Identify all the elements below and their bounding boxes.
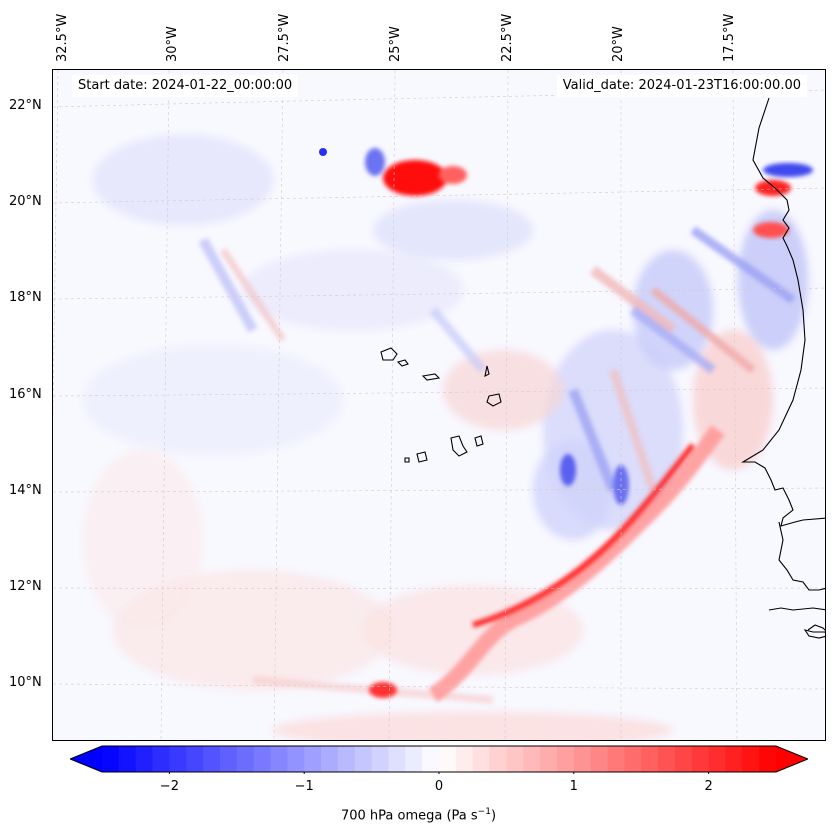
- lat-label-14n: 14°N: [9, 483, 42, 498]
- island-sao-nicolau: [421, 373, 441, 381]
- colorbar-cell: [759, 746, 777, 772]
- colorbar-cell: [573, 746, 592, 772]
- colorbar-cell: [253, 746, 272, 772]
- colorbar-cell: [691, 746, 710, 772]
- island-santiago: [450, 435, 468, 457]
- colorbar-cell: [439, 746, 457, 772]
- island-boa-vista: [486, 393, 502, 407]
- colorbar-cell: [708, 746, 727, 772]
- colorbar-cell: [506, 746, 524, 772]
- positive-band: [319, 148, 813, 702]
- colorbar-cell: [674, 746, 693, 772]
- island-maio: [474, 435, 484, 447]
- colorbar-label-suffix: ): [490, 808, 497, 824]
- colorbar-ticks: [168, 772, 710, 774]
- start-date-label: Start date: 2024-01-22_00:00:00: [72, 75, 299, 97]
- colorbar-cell: [203, 746, 221, 772]
- graticule: [53, 70, 825, 740]
- omega-map: [52, 69, 826, 741]
- colorbar-label: 700 hPa omega (Pa s−1): [0, 807, 837, 823]
- colorbar-extend-min: [70, 746, 102, 772]
- colorbar-extend-max: [776, 746, 808, 772]
- colorbar-cell: [354, 746, 373, 772]
- colorbar-cell: [658, 746, 676, 772]
- colorbar-cell: [219, 746, 238, 772]
- colorbar-cell: [169, 746, 187, 772]
- island-santo-antao: [380, 347, 398, 361]
- colorbar-cells: [70, 746, 808, 772]
- colorbar-cell: [337, 746, 356, 772]
- colorbar-cell: [236, 746, 255, 772]
- colorbar-cell: [455, 746, 474, 772]
- colorbar-cell: [624, 746, 642, 772]
- colorbar-cell: [304, 746, 322, 772]
- island-sal: [484, 365, 490, 377]
- lon-label-17.5w: 17.5°W: [722, 13, 737, 62]
- field-streaks: [198, 226, 796, 704]
- lon-label-20w: 20°W: [611, 26, 626, 62]
- lat-label-22n: 22°N: [9, 98, 42, 113]
- colorbar-cell: [321, 746, 339, 772]
- colorbar: [70, 745, 808, 774]
- coastline: [380, 97, 825, 639]
- colorbar-tick-label: 1: [569, 779, 578, 794]
- colorbar-cell: [118, 746, 137, 772]
- colorbar-cell: [186, 746, 204, 772]
- colorbar-tick-label: −2: [159, 779, 179, 794]
- lon-label-27.5w: 27.5°W: [277, 13, 292, 62]
- island-sao-vicente: [396, 359, 409, 367]
- island-brava: [404, 457, 410, 463]
- colorbar-cell: [472, 746, 491, 772]
- lat-label-12n: 12°N: [9, 579, 42, 594]
- colorbar-tick-label: 0: [434, 779, 444, 794]
- colorbar-cell: [388, 746, 406, 772]
- colorbar-label-superscript: −1: [477, 807, 491, 817]
- lon-label-22.5w: 22.5°W: [500, 13, 515, 62]
- colorbar-cell: [556, 746, 575, 772]
- colorbar-cell: [540, 746, 558, 772]
- colorbar-cell: [742, 746, 760, 772]
- colorbar-cell: [371, 746, 390, 772]
- lon-label-25w: 25°W: [388, 26, 403, 62]
- colorbar-tick-label: −1: [294, 779, 314, 794]
- lat-label-16n: 16°N: [9, 387, 42, 402]
- colorbar-cell: [287, 746, 305, 772]
- valid-date-label: Valid_date: 2024-01-23T16:00:00.00: [556, 75, 807, 97]
- lat-label-10n: 10°N: [9, 675, 42, 690]
- colorbar-tick-label: 2: [704, 779, 713, 794]
- colorbar-cell: [152, 746, 170, 772]
- colorbar-cell: [523, 746, 541, 772]
- colorbar-cell: [405, 746, 423, 772]
- colorbar-cell: [422, 746, 440, 772]
- colorbar-cell: [641, 746, 659, 772]
- colorbar-cell: [489, 746, 507, 772]
- colorbar-cell: [270, 746, 288, 772]
- colorbar-cell: [590, 746, 609, 772]
- colorbar-cell: [607, 746, 625, 772]
- colorbar-outline: [70, 745, 808, 773]
- lon-label-30w: 30°W: [165, 26, 180, 62]
- lon-label-32.5w: 32.5°W: [55, 13, 70, 62]
- lat-label-18n: 18°N: [9, 290, 42, 305]
- colorbar-cell: [725, 746, 743, 772]
- colorbar-label-text: 700 hPa omega (Pa s: [340, 808, 478, 824]
- omega-field: [53, 70, 825, 740]
- lat-label-20n: 20°N: [9, 194, 42, 209]
- colorbar-cell: [135, 746, 154, 772]
- colorbar-cell: [102, 746, 120, 772]
- island-fogo: [416, 451, 428, 463]
